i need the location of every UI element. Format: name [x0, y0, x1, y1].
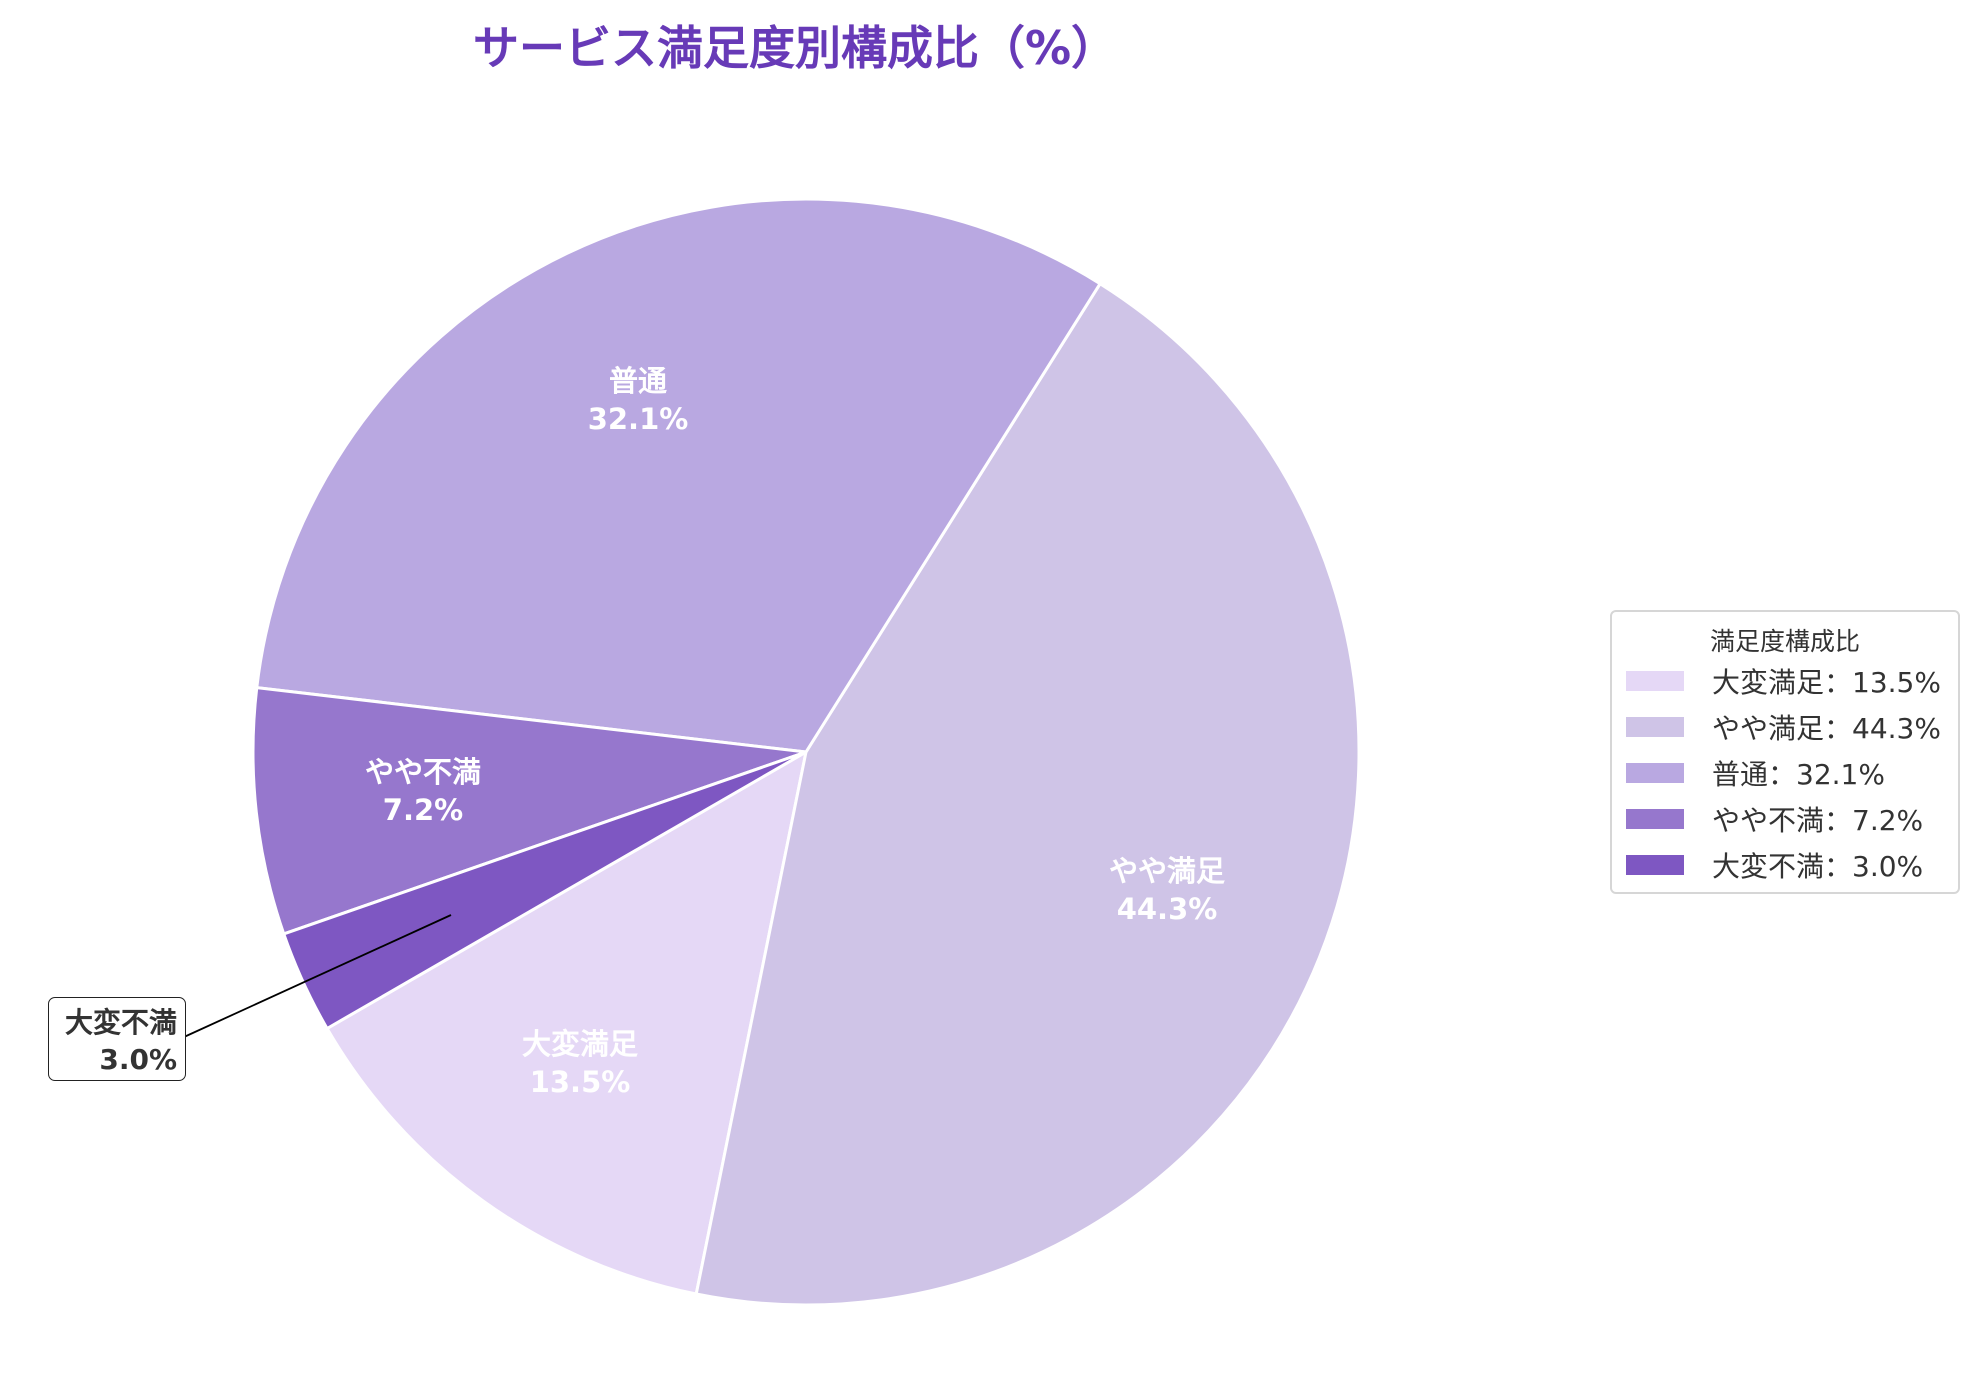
callout-value: 3.0% — [99, 1043, 177, 1076]
slice-label-name: 大変満足 — [521, 1027, 639, 1061]
legend-label: やや不満：7.2% — [1712, 804, 1924, 837]
pie-slice — [255, 197, 1103, 754]
slice-label-value: 13.5% — [529, 1065, 631, 1099]
legend-swatch — [1626, 717, 1684, 737]
legend: 満足度構成比 大変満足：13.5% やや満足：44.3% 普通：32.1% やや… — [1610, 610, 1960, 894]
callout-very-dissatisfied: 大変不満 3.0% — [48, 997, 186, 1081]
legend-swatch — [1626, 855, 1684, 875]
pie-slice — [251, 685, 807, 936]
slice-label-somewhat-satisfied: やや満足 44.3% — [1109, 852, 1225, 928]
legend-swatch — [1626, 671, 1684, 691]
slice-label-value: 32.1% — [587, 402, 689, 436]
chart-title: サービス満足度別構成比（%） — [472, 21, 1118, 75]
slice-label-value: 44.3% — [1116, 892, 1218, 926]
slice-label-name: やや不満 — [364, 755, 482, 789]
pie-slice — [325, 749, 809, 1296]
slice-label-name: 普通 — [608, 364, 668, 398]
legend-title: 満足度構成比 — [1709, 627, 1860, 656]
legend-label: やや満足：44.3% — [1712, 712, 1941, 745]
legend-item: 普通：32.1% — [1612, 750, 1958, 796]
pie-slices — [251, 197, 1361, 1307]
slice-label-value: 7.2% — [382, 793, 464, 827]
legend-item: 大変満足：13.5% — [1612, 658, 1958, 704]
legend-item: やや満足：44.3% — [1612, 704, 1958, 750]
slice-label-neutral: 普通 32.1% — [588, 362, 689, 438]
callout-name: 大変不満 — [64, 1006, 177, 1039]
slice-label-somewhat-dissatisfied: やや不満 7.2% — [365, 753, 481, 829]
legend-swatch — [1626, 809, 1684, 829]
legend-swatch — [1626, 763, 1684, 783]
pie-slice — [694, 281, 1361, 1307]
callout-leader-line — [183, 914, 452, 1038]
slice-label-very-satisfied: 大変満足 13.5% — [522, 1025, 638, 1101]
legend-label: 大変不満：3.0% — [1712, 850, 1924, 883]
legend-item: 大変不満：3.0% — [1612, 842, 1958, 888]
slice-label-name: やや満足 — [1108, 854, 1226, 888]
legend-label: 大変満足：13.5% — [1712, 666, 1941, 699]
legend-item: やや不満：7.2% — [1612, 796, 1958, 842]
legend-label: 普通：32.1% — [1712, 758, 1885, 791]
